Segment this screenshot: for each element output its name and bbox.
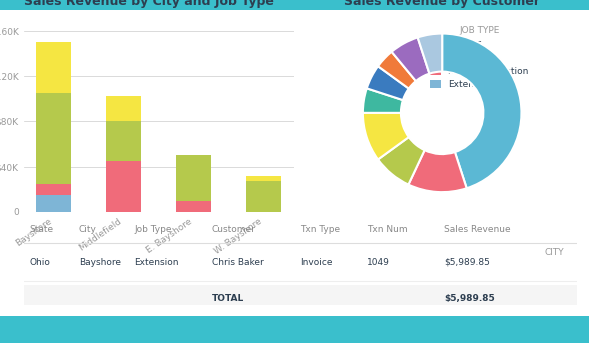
Text: $5,989.85: $5,989.85 <box>444 294 495 303</box>
Bar <box>36 184 71 195</box>
Text: City: City <box>79 225 97 234</box>
FancyBboxPatch shape <box>0 3 589 322</box>
Text: Bayshore: Bayshore <box>79 258 121 267</box>
Text: CITY: CITY <box>545 248 564 257</box>
Text: Chris Baker: Chris Baker <box>212 258 263 267</box>
Bar <box>246 181 282 212</box>
Wedge shape <box>378 52 416 88</box>
FancyBboxPatch shape <box>0 0 589 10</box>
Text: Extension: Extension <box>134 258 179 267</box>
FancyBboxPatch shape <box>0 316 589 343</box>
Bar <box>106 161 141 212</box>
Bar <box>106 121 141 161</box>
Wedge shape <box>442 34 521 188</box>
Wedge shape <box>418 34 442 74</box>
Text: Customer: Customer <box>212 225 256 234</box>
Bar <box>36 195 71 212</box>
Text: Sales Revenue by City and Job Type: Sales Revenue by City and Job Type <box>24 0 273 8</box>
Bar <box>36 93 71 184</box>
Wedge shape <box>367 66 409 100</box>
Bar <box>176 201 211 212</box>
Text: $5,989.85: $5,989.85 <box>444 258 490 267</box>
Title: Sales Revenue by Customer: Sales Revenue by Customer <box>344 0 540 8</box>
Bar <box>36 42 71 93</box>
Wedge shape <box>363 113 409 159</box>
Text: Txn Num: Txn Num <box>367 225 408 234</box>
Text: 1049: 1049 <box>367 258 390 267</box>
Wedge shape <box>408 150 466 192</box>
Legend: Repairs, Remodel, New Construction, Extension: Repairs, Remodel, New Construction, Exte… <box>426 22 532 93</box>
Text: Ohio: Ohio <box>29 258 50 267</box>
Text: TOTAL: TOTAL <box>212 294 244 303</box>
FancyBboxPatch shape <box>24 285 577 318</box>
Text: Job Type: Job Type <box>134 225 172 234</box>
Bar <box>106 96 141 121</box>
Bar <box>246 176 282 181</box>
Text: Txn Type: Txn Type <box>300 225 340 234</box>
Wedge shape <box>378 137 425 185</box>
Wedge shape <box>363 88 403 113</box>
Text: Invoice: Invoice <box>300 258 333 267</box>
Bar <box>176 155 211 201</box>
Wedge shape <box>392 37 429 81</box>
Text: State: State <box>29 225 53 234</box>
Text: Sales Revenue: Sales Revenue <box>444 225 511 234</box>
